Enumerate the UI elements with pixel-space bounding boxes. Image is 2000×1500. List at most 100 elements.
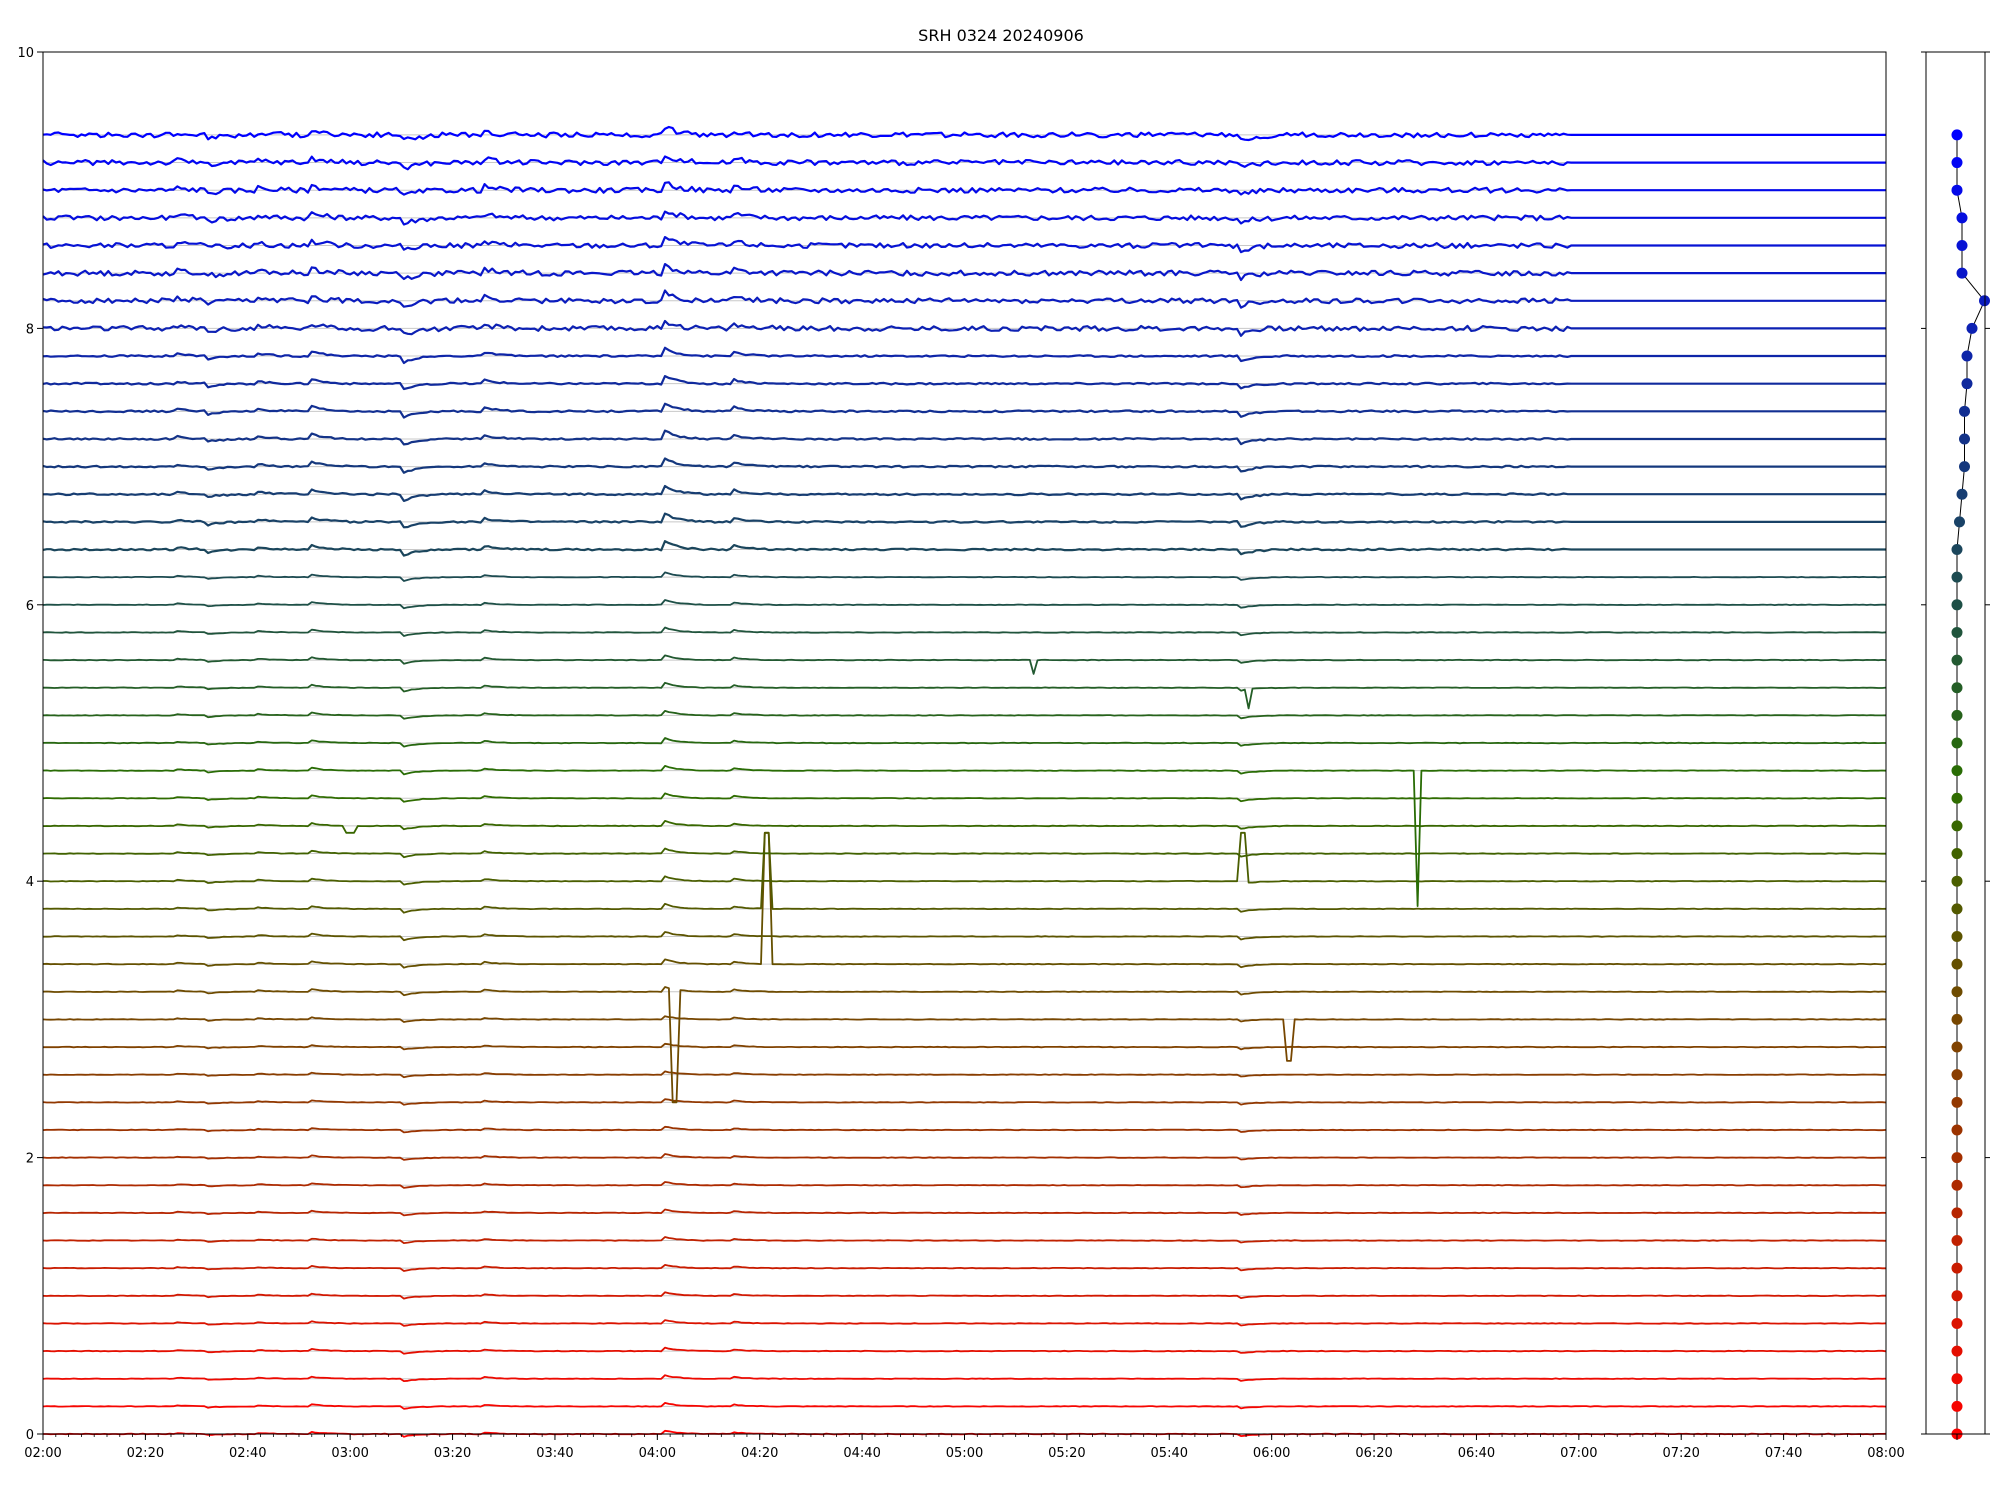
side-point (1954, 516, 1965, 528)
series-line-15 (42, 1015, 1887, 1062)
side-point (1961, 350, 1973, 362)
series-line-5 (42, 1291, 1887, 1300)
x-tick-label: 04:20 (741, 1446, 778, 1461)
series-line-22 (42, 820, 1887, 834)
series-line-25 (42, 737, 1886, 748)
series-line-47 (42, 125, 1886, 142)
side-point (1951, 1317, 1963, 1329)
side-point (1951, 986, 1963, 998)
series-line-9 (42, 1181, 1887, 1189)
series-line-8 (42, 1208, 1887, 1217)
x-tick-label: 02:00 (24, 1446, 61, 1461)
y-tick-label: 2 (26, 1152, 34, 1167)
series-line-11 (42, 1125, 1887, 1134)
side-point (1951, 820, 1963, 832)
side-point (1959, 461, 1970, 473)
series-line-21 (42, 847, 1886, 859)
x-tick-label: 03:40 (536, 1446, 573, 1461)
side-point (1966, 322, 1978, 334)
y-tick-label: 4 (26, 875, 34, 890)
series-line-17 (42, 831, 1887, 969)
series-line-37 (42, 402, 1886, 419)
x-tick-label: 05:00 (946, 1446, 983, 1461)
series-line-34 (42, 484, 1886, 502)
side-point (1956, 239, 1968, 251)
side-point (1951, 1041, 1963, 1053)
y-tick-label: 6 (26, 599, 34, 614)
side-point (1951, 958, 1963, 970)
series-line-28 (42, 654, 1887, 675)
series-line-31 (43, 571, 1887, 582)
series-line-43 (42, 236, 1886, 254)
side-point (1951, 157, 1963, 169)
series-line-4 (42, 1319, 1887, 1327)
side-point (1951, 1235, 1963, 1247)
x-tick-label: 03:00 (331, 1446, 368, 1461)
chart-title: SRH 0324 20240906 (918, 26, 1084, 45)
side-point (1951, 1207, 1963, 1219)
series-line-30 (42, 599, 1887, 610)
side-point (1951, 184, 1963, 196)
x-tick-label: 06:20 (1355, 1446, 1392, 1461)
side-point (1951, 571, 1963, 583)
side-point (1951, 599, 1963, 611)
series-line-2 (42, 1374, 1887, 1382)
x-tick-label: 05:40 (1151, 1446, 1188, 1461)
series-line-12 (42, 1098, 1887, 1106)
series-line-7 (42, 1236, 1887, 1244)
x-tick-label: 06:40 (1458, 1446, 1495, 1461)
x-tick-label: 02:20 (127, 1446, 164, 1461)
series-line-38 (42, 375, 1886, 391)
series-line-23 (42, 792, 1887, 803)
side-point (1951, 654, 1963, 666)
side-point (1956, 488, 1968, 500)
side-point (1951, 1400, 1963, 1412)
side-point (1951, 792, 1963, 804)
x-tick-label: 04:00 (639, 1446, 676, 1461)
side-point (1951, 129, 1963, 141)
side-point (1951, 1069, 1963, 1081)
series-line-16 (42, 986, 1887, 1104)
series-line-36 (42, 429, 1886, 446)
side-point (1951, 709, 1963, 721)
side-axes (1921, 51, 1990, 1440)
series-line-1 (42, 1402, 1887, 1410)
series-line-19 (42, 831, 1887, 914)
series-line-45 (42, 181, 1886, 196)
side-point (1961, 378, 1973, 390)
side-point (1951, 1290, 1963, 1302)
side-point (1951, 626, 1963, 638)
series-line-35 (42, 457, 1886, 474)
x-tick-label: 08:00 (1867, 1446, 1904, 1461)
side-point (1951, 848, 1963, 860)
x-tick-label: 07:20 (1662, 1446, 1699, 1461)
series-line-46 (42, 155, 1886, 171)
side-point (1951, 1124, 1963, 1136)
side-point (1951, 930, 1963, 942)
side-point (1956, 267, 1968, 279)
series-line-33 (42, 512, 1886, 529)
series-line-13 (42, 1070, 1887, 1079)
x-tick-label: 05:20 (1048, 1446, 1085, 1461)
side-point (1951, 1013, 1963, 1025)
x-tick-label: 03:20 (434, 1446, 471, 1461)
side-point (1959, 433, 1970, 445)
side-point (1951, 1373, 1963, 1385)
series-line-42 (42, 263, 1886, 282)
side-point (1951, 765, 1963, 777)
side-point (1951, 1345, 1963, 1357)
series-line-10 (42, 1153, 1887, 1161)
series-line-3 (42, 1346, 1887, 1355)
series-line-40 (42, 319, 1886, 337)
series-line-20 (43, 831, 1887, 886)
side-point (1951, 737, 1963, 749)
side-point (1959, 405, 1970, 417)
series-line-6 (42, 1264, 1886, 1272)
series-line-32 (42, 540, 1886, 557)
side-point (1951, 1096, 1963, 1108)
y-tick-label: 8 (26, 322, 34, 337)
x-tick-label: 07:40 (1765, 1446, 1802, 1461)
x-tick-label: 07:00 (1560, 1446, 1597, 1461)
